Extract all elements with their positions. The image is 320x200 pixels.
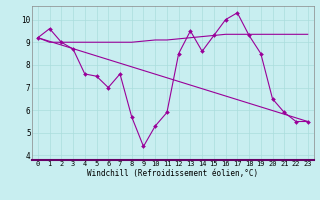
X-axis label: Windchill (Refroidissement éolien,°C): Windchill (Refroidissement éolien,°C) <box>87 169 258 178</box>
